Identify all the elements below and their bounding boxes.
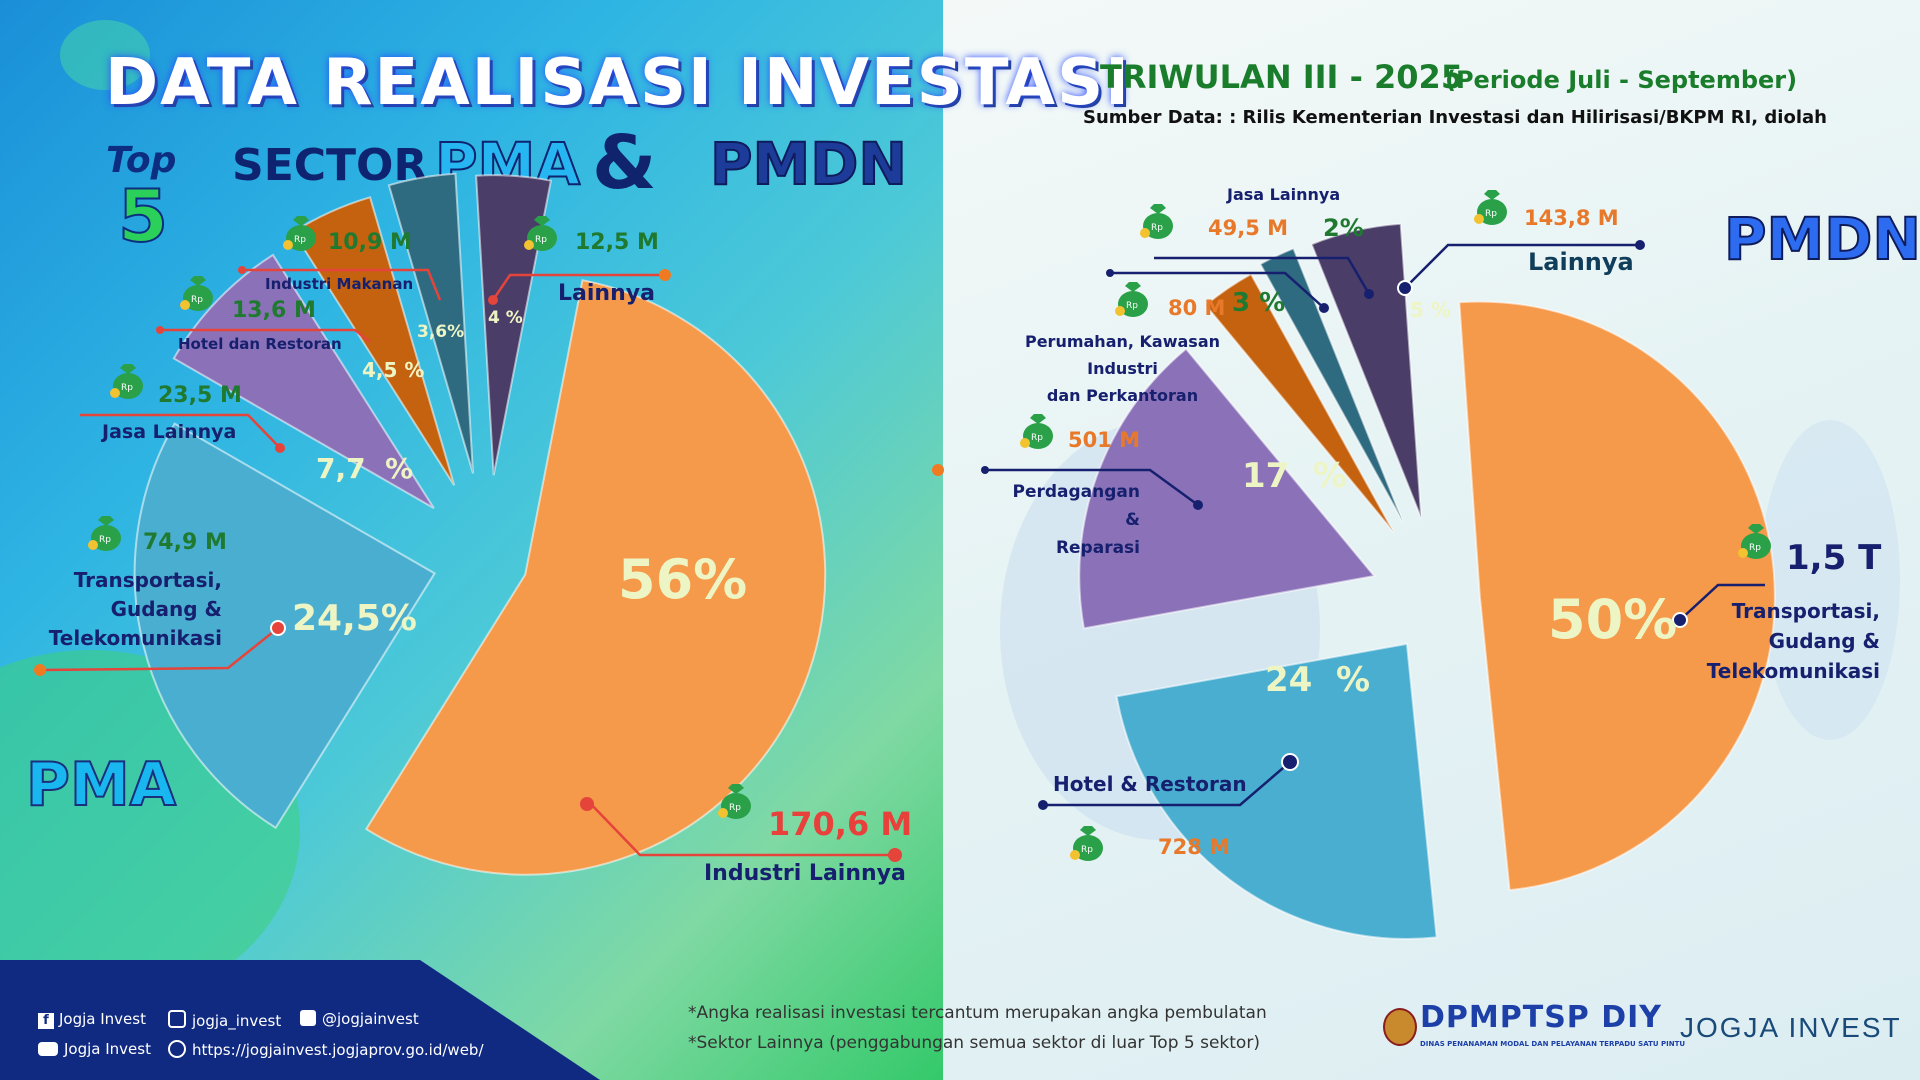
social-instagram[interactable]: jogja_invest	[168, 1010, 281, 1030]
pma-label-industri-lainnya: Industri Lainnya	[704, 861, 906, 886]
svg-text:Rp: Rp	[121, 383, 133, 393]
pma-amount-industri-lainnya: 170,6 M	[768, 805, 913, 843]
money-bag-icon: Rp	[1738, 524, 1771, 559]
money-bag-icon: Rp	[524, 216, 557, 251]
pma-label-lainnya: Lainnya	[558, 281, 655, 306]
pmdn-label-jasa: Jasa Lainnya	[1227, 185, 1341, 204]
pmdn-pct-lainnya: 5 %	[1410, 298, 1451, 322]
pmdn-amount-hotel: 728 M	[1158, 835, 1231, 859]
pma-amount-transportasi: 74,9 M	[143, 530, 227, 555]
svg-text:Rp: Rp	[294, 235, 306, 245]
dpmptsp-logo: DPMPTSP DIY	[1420, 1000, 1663, 1035]
pmdn-pct-hotel: 24 %	[1265, 660, 1371, 700]
pma-amount-makanan: 10,9 M	[328, 230, 412, 255]
pmdn-slice-2	[1078, 347, 1377, 630]
pma-pct-jasa: 7,7 %	[316, 452, 414, 485]
svg-text:Rp: Rp	[1485, 209, 1497, 219]
sector-word: SECTOR	[232, 140, 428, 191]
pma-amount-lainnya: 12,5 M	[575, 230, 659, 255]
pma-slice-0	[364, 278, 827, 876]
svg-text:Rp: Rp	[1031, 433, 1043, 443]
pmdn-slice-4	[1258, 247, 1405, 523]
pmdn-section-label: PMDN	[1723, 204, 1920, 274]
pmdn-label-hotel: Hotel & Restoran	[1053, 772, 1247, 796]
pmdn-amount-perumahan: 80 M	[1168, 296, 1226, 320]
svg-text:Rp: Rp	[1151, 223, 1163, 233]
social-website[interactable]: https://jogjainvest.jogjaprov.go.id/web/	[168, 1040, 484, 1059]
pma-slice-2	[172, 253, 435, 510]
pma-slice-4	[387, 172, 474, 474]
svg-text:Rp: Rp	[1749, 543, 1761, 553]
note-rounding: *Angka realisasi investasi tercantum mer…	[688, 1003, 1267, 1023]
pma-pct-transportasi: 24,5%	[292, 598, 417, 639]
money-bag-icon: Rp	[180, 276, 213, 311]
pma-label-hotel: Hotel dan Restoran	[178, 335, 342, 353]
decor-figure	[1760, 420, 1900, 740]
money-bag-icon: Rp	[1474, 190, 1507, 225]
pmdn-slice-5	[1310, 222, 1423, 519]
pmdn-label-perdagangan: Perdagangan & Reparasi	[1012, 482, 1141, 558]
svg-text:Rp: Rp	[1081, 845, 1093, 855]
pma-slice-5	[475, 174, 553, 476]
pmdn-amount-transportasi: 1,5 T	[1786, 538, 1882, 578]
pmdn-slice-0	[1458, 300, 1776, 892]
pma-pct-makanan: 3,6%	[417, 322, 465, 342]
pmdn-label-transportasi: Transportasi, Gudang & Telekomunikasi	[1706, 599, 1880, 683]
svg-text:Rp: Rp	[191, 295, 203, 305]
instagram-icon	[168, 1010, 186, 1028]
pma-pct-industri-lainnya: 56%	[618, 548, 748, 611]
pmdn-slice-1	[1115, 642, 1438, 940]
pma-label-makanan: Industri Makanan	[265, 275, 414, 293]
decor-blob	[60, 20, 150, 90]
social-youtube[interactable]: Jogja Invest	[38, 1040, 151, 1058]
facebook-icon: f	[38, 1013, 54, 1029]
social-twitter[interactable]: @jogjainvest	[300, 1010, 419, 1028]
pma-section-label: PMA	[25, 749, 177, 821]
pmdn-label-lainnya: Lainnya	[1528, 248, 1634, 276]
svg-text:Rp: Rp	[535, 235, 547, 245]
period-title: TRIWULAN III - 2025	[1100, 58, 1464, 96]
money-bag-icon: Rp	[283, 216, 316, 251]
pmdn-label-perumahan: Perumahan, Kawasan Industri dan Perkanto…	[1024, 332, 1221, 405]
pmdn-pct-perumahan: 3 %	[1232, 288, 1286, 318]
dpmptsp-subtitle: DINAS PENANAMAN MODAL DAN PELAYANAN TERP…	[1420, 1040, 1686, 1048]
jogja-invest-logo: JOGJA INVEST	[1680, 1012, 1902, 1043]
pma-pct-lainnya: 4 %	[488, 308, 523, 328]
money-bag-icon: Rp	[110, 364, 143, 399]
ampersand: &	[592, 120, 657, 206]
money-bag-icon: Rp	[1140, 204, 1173, 239]
money-bag-icon: Rp	[88, 516, 121, 551]
social-facebook[interactable]: f Jogja Invest	[38, 1010, 146, 1029]
money-bag-icon: Rp	[718, 784, 751, 819]
money-bag-icon: Rp	[1070, 826, 1103, 861]
pmdn-amount-perdagangan: 501 M	[1068, 428, 1141, 452]
pma-amount-jasa: 23,5 M	[158, 383, 242, 408]
pmdn-pct-jasa: 2%	[1323, 214, 1364, 242]
pma-pct-hotel: 4,5 %	[362, 358, 425, 382]
svg-text:Rp: Rp	[99, 535, 111, 545]
period-sub: (Periode Juli - September)	[1445, 66, 1798, 94]
svg-text:Rp: Rp	[1126, 301, 1138, 311]
globe-icon	[168, 1040, 186, 1058]
money-bag-icon: Rp	[1115, 282, 1148, 317]
page-title: DATA REALISASI INVESTASI	[105, 46, 1131, 120]
dpmptsp-emblem-icon	[1383, 1008, 1417, 1046]
twitter-icon	[300, 1010, 316, 1026]
pmdn-pct-transportasi: 50%	[1548, 588, 1678, 651]
pmdn-pct-perdagangan: 17 %	[1242, 456, 1348, 496]
pmdn-amount-jasa: 49,5 M	[1208, 216, 1289, 240]
youtube-icon	[38, 1042, 58, 1056]
data-source: Sumber Data: : Rilis Kementerian Investa…	[1083, 107, 1827, 128]
money-bag-icon: Rp	[1020, 414, 1053, 449]
pma-label-jasa: Jasa Lainnya	[102, 421, 237, 443]
pmdn-heading: PMDN	[709, 129, 908, 199]
svg-text:Rp: Rp	[729, 803, 741, 813]
top5-badge: Top 5	[106, 140, 177, 259]
pmdn-amount-lainnya: 143,8 M	[1524, 206, 1619, 230]
note-other-sector: *Sektor Lainnya (penggabungan semua sekt…	[688, 1033, 1260, 1053]
pma-amount-hotel: 13,6 M	[232, 298, 316, 323]
pma-label-transportasi: Transportasi, Gudang & Telekomunikasi	[48, 568, 222, 650]
